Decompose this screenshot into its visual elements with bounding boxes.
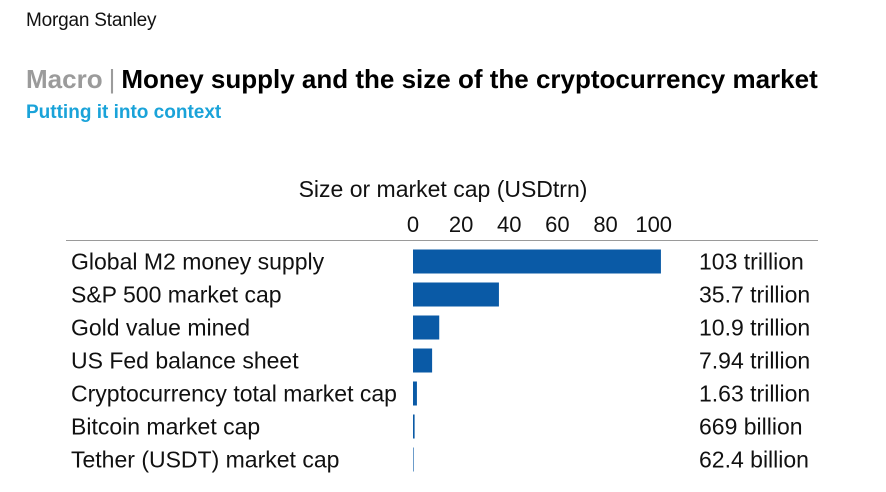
x-tick-label: 0 (407, 212, 419, 237)
x-tick-label: 100 (635, 212, 672, 237)
value-label: 62.4 billion (699, 447, 809, 473)
bar (413, 282, 499, 307)
x-tick-label: 20 (449, 212, 473, 237)
value-label: 7.94 trillion (699, 348, 810, 374)
bar (413, 348, 433, 373)
bar (413, 447, 414, 472)
value-label: 669 billion (699, 414, 803, 440)
category-label: US Fed balance sheet (71, 348, 299, 374)
category-label: Cryptocurrency total market cap (71, 381, 397, 407)
x-tick-label: 60 (545, 212, 569, 237)
chart-title: Size or market cap (USDtrn) (299, 176, 588, 202)
value-label: 103 trillion (699, 249, 804, 275)
category-label: Gold value mined (71, 315, 250, 341)
page-subtitle: Putting it into context (26, 102, 222, 123)
bar (413, 381, 417, 406)
bar (413, 414, 415, 439)
value-label: 1.63 trillion (699, 381, 810, 407)
page-title: Macro | Money supply and the size of the c… (26, 64, 818, 95)
value-label: 35.7 trillion (699, 282, 810, 308)
x-tick-label: 40 (497, 212, 521, 237)
chart-rows: Global M2 money supply 103 trillion S&P 50… (71, 249, 810, 473)
category-label: Bitcoin market cap (71, 414, 260, 440)
category-label: Tether (USDT) market cap (71, 447, 339, 473)
category-label: Global M2 money supply (71, 249, 325, 275)
x-axis-ticks: 0 20 40 60 80 100 (407, 212, 672, 237)
brand-logo-text: Morgan Stanley (26, 10, 157, 31)
x-tick-label: 80 (593, 212, 617, 237)
bar (413, 249, 661, 274)
value-label: 10.9 trillion (699, 315, 810, 341)
section-label: Macro (26, 64, 103, 94)
category-label: S&P 500 market cap (71, 282, 282, 308)
bar (413, 315, 440, 340)
title-text: Money supply and the size of the cryptoc… (121, 64, 818, 94)
title-separator: | (108, 64, 116, 94)
